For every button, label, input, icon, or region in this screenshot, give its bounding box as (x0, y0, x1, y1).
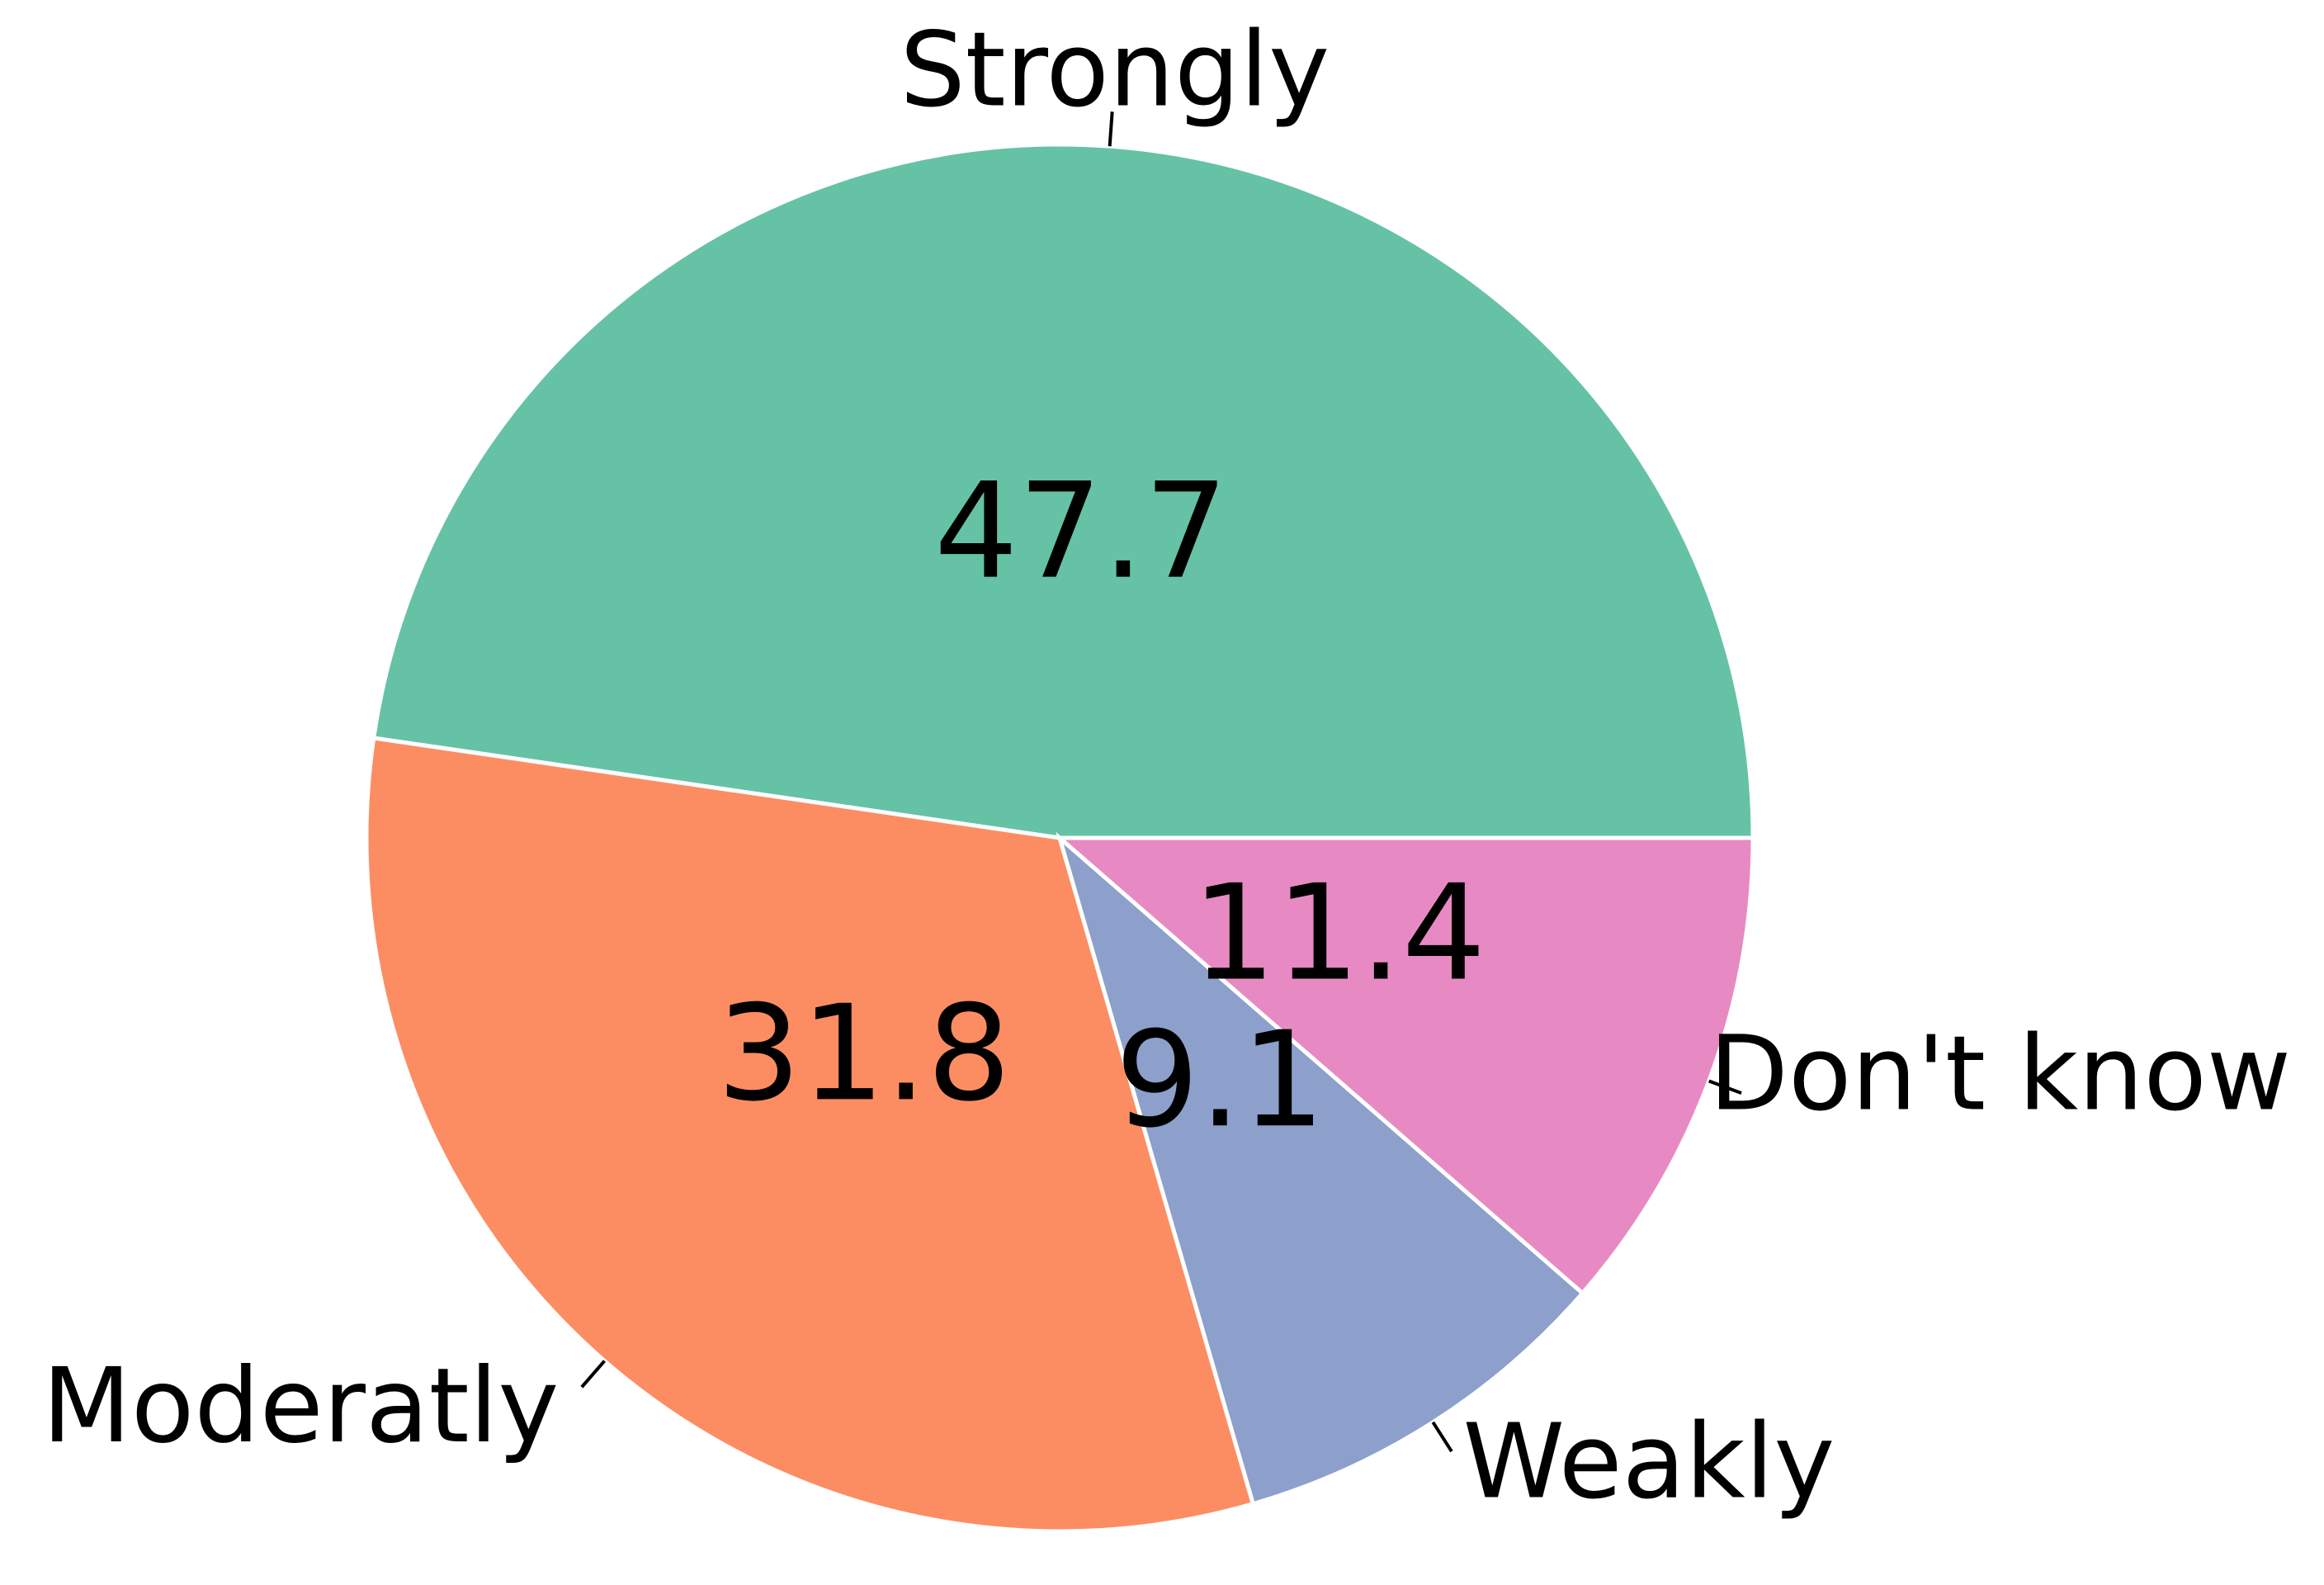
slice-label: Weakly (1463, 1403, 1835, 1522)
pct-label: 9.1 (1115, 1002, 1325, 1157)
leader-line (580, 1360, 606, 1389)
slice-label: Don't know (1709, 1015, 2291, 1134)
pie-slice (371, 142, 1755, 840)
leader-line (1108, 111, 1114, 147)
slice-label: Strongly (900, 11, 1330, 130)
leader-line (1431, 1421, 1453, 1453)
pct-label: 47.7 (934, 454, 1228, 608)
leader-line (1708, 1079, 1742, 1095)
pct-label: 31.8 (717, 976, 1011, 1130)
slice-label: Moderatly (42, 1346, 559, 1466)
pct-label: 11.4 (1192, 856, 1486, 1010)
pie-slice (1054, 835, 1755, 1297)
